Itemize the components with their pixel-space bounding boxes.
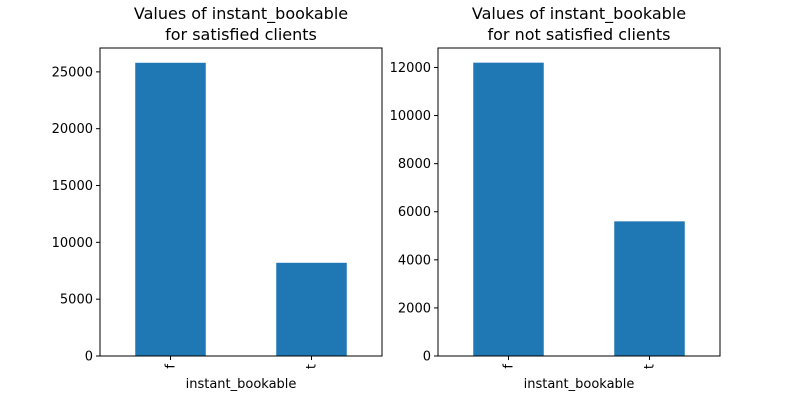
- y-axis: 0 5000 10000 15000 20000 25000: [52, 65, 100, 365]
- y-tick-label: 2000: [398, 301, 431, 316]
- x-tick-label: t: [643, 364, 658, 369]
- y-axis: 0 2000 4000 6000 8000 10000 12000: [390, 61, 438, 365]
- y-tick-label: 10000: [390, 109, 431, 124]
- chart-title-line-1: Values of instant_bookable: [472, 4, 686, 24]
- x-tick-label: t: [305, 364, 320, 369]
- bar-t: [614, 221, 685, 356]
- bars: [135, 62, 347, 357]
- x-tick-label: f: [502, 364, 517, 369]
- y-tick-label: 0: [85, 350, 93, 365]
- x-axis-label: instant_bookable: [186, 377, 297, 392]
- y-tick-label: 6000: [398, 205, 431, 220]
- chart-title-line-2: for satisfied clients: [165, 25, 317, 44]
- y-tick-label: 20000: [52, 122, 93, 137]
- bar-f: [135, 62, 206, 357]
- chart-satisfied: Values of instant_bookable for satisfied…: [52, 4, 383, 392]
- y-tick-label: 0: [423, 350, 431, 365]
- chart-not-satisfied: Values of instant_bookable for not satis…: [390, 4, 721, 392]
- y-tick-label: 25000: [52, 65, 93, 80]
- x-tick-label: f: [164, 364, 179, 369]
- chart-title-line-2: for not satisfied clients: [487, 25, 670, 44]
- y-tick-label: 5000: [60, 293, 93, 308]
- y-tick-label: 8000: [398, 157, 431, 172]
- y-tick-label: 15000: [52, 179, 93, 194]
- y-tick-label: 12000: [390, 61, 431, 76]
- bar-t: [276, 262, 347, 356]
- bar-f: [473, 62, 544, 357]
- y-tick-label: 10000: [52, 236, 93, 251]
- chart-title-line-1: Values of instant_bookable: [134, 4, 348, 24]
- x-axis-label: instant_bookable: [524, 377, 635, 392]
- plot-frame: [437, 47, 721, 357]
- plot-frame: [99, 47, 383, 357]
- y-tick-label: 4000: [398, 253, 431, 268]
- bars: [473, 62, 685, 357]
